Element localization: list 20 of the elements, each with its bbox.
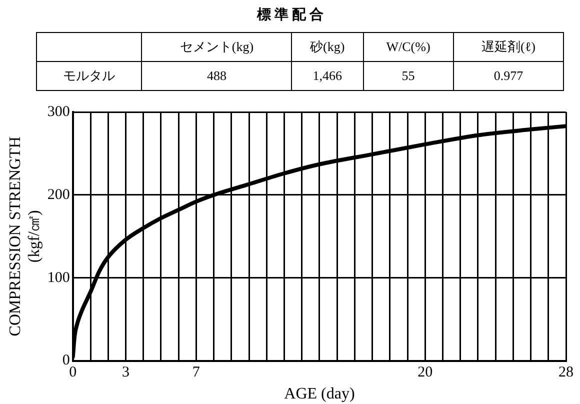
text: 遅延剤(ℓ) bbox=[453, 32, 564, 62]
text: 1,466 bbox=[292, 62, 364, 90]
y-tick-label: 200 bbox=[47, 186, 70, 203]
text: W/C(%) bbox=[363, 32, 454, 62]
y-axis-title: COMPRESSION STRENGTH (kgf/㎠) bbox=[6, 136, 44, 336]
text: モルタル bbox=[36, 62, 142, 90]
chart-title: 標 準 配 合 bbox=[256, 6, 324, 24]
x-tick-label: 7 bbox=[192, 364, 200, 381]
text: セメント(kg) bbox=[142, 32, 292, 62]
text: 488 bbox=[142, 62, 292, 90]
y-tick-label: 100 bbox=[47, 270, 70, 286]
y-tick-label: 0 bbox=[62, 352, 70, 369]
x-axis-title: AGE (day) bbox=[284, 386, 355, 403]
text: 0.977 bbox=[453, 62, 564, 90]
x-tick-label: 28 bbox=[558, 364, 574, 381]
x-tick-label: 3 bbox=[122, 364, 130, 381]
x-tick-label: 20 bbox=[418, 364, 433, 381]
text: 55 bbox=[363, 62, 454, 90]
y-tick-label: 300 bbox=[47, 104, 70, 120]
text: 砂(kg) bbox=[292, 32, 364, 62]
